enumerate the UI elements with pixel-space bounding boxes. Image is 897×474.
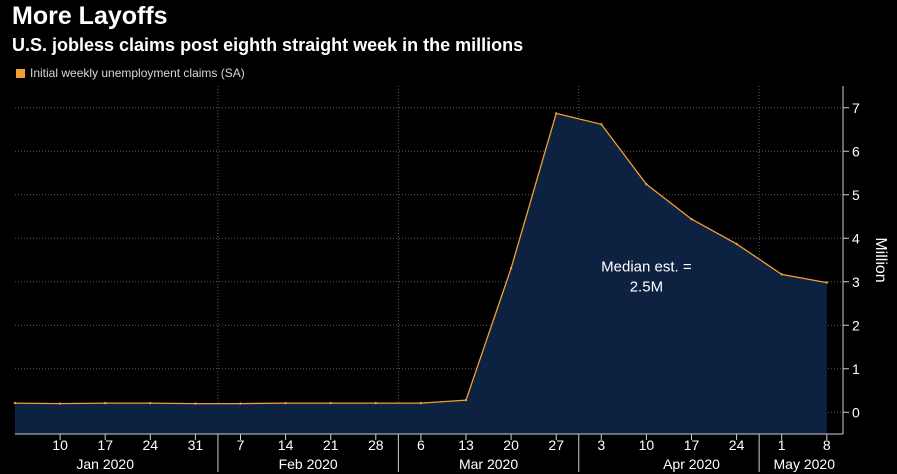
x-tick-label: 28: [368, 437, 384, 453]
data-point: [284, 401, 287, 405]
data-point: [13, 401, 17, 405]
data-point: [149, 401, 152, 405]
x-tick-label: 21: [323, 437, 339, 453]
data-point: [509, 267, 513, 270]
data-point: [645, 183, 648, 186]
legend: Initial weekly unemployment claims (SA): [16, 66, 245, 80]
data-point: [735, 242, 738, 246]
x-tick-label: 3: [597, 437, 605, 453]
x-tick-label: 31: [188, 437, 204, 453]
y-tick-label: 3: [852, 274, 860, 290]
x-tick-label: 24: [143, 437, 159, 453]
data-point: [374, 401, 377, 405]
x-tick-label: 13: [458, 437, 474, 453]
x-tick-label: 17: [684, 437, 700, 453]
month-label: Apr 2020: [663, 456, 720, 472]
month-label: Mar 2020: [459, 456, 518, 472]
x-tick-label: 20: [503, 437, 519, 453]
y-tick-label: 7: [852, 100, 860, 116]
y-tick-label: 1: [852, 361, 860, 377]
data-point: [780, 273, 783, 276]
legend-label: Initial weekly unemployment claims (SA): [30, 66, 245, 80]
x-tick-label: 7: [237, 437, 245, 453]
x-tick-label: 14: [278, 437, 294, 453]
data-point: [104, 401, 107, 405]
data-point: [194, 402, 197, 405]
legend-swatch: [16, 68, 25, 78]
x-tick-label: 8: [823, 437, 831, 453]
data-point: [58, 402, 62, 405]
data-point: [239, 402, 242, 405]
annotation-line-1: Median est. =: [601, 259, 692, 276]
month-label: May 2020: [774, 456, 836, 472]
x-tick-label: 17: [97, 437, 113, 453]
y-tick-label: 4: [852, 230, 860, 246]
y-tick-label: 5: [852, 187, 860, 203]
chart-title: More Layoffs: [12, 2, 168, 30]
x-tick-label: 27: [548, 437, 564, 453]
x-tick-label: 1: [778, 437, 786, 453]
month-label: Jan 2020: [76, 456, 134, 472]
month-label: Feb 2020: [279, 456, 338, 472]
data-point: [329, 401, 332, 405]
x-tick-label: 6: [417, 437, 425, 453]
data-point: [825, 281, 828, 284]
data-point: [690, 217, 693, 221]
y-tick-label: 6: [852, 143, 860, 159]
x-tick-label: 10: [639, 437, 655, 453]
data-point: [555, 112, 558, 115]
y-axis-title: Million: [872, 237, 889, 282]
series-area: [15, 113, 827, 435]
annotation-line-2: 2.5M: [630, 279, 663, 296]
data-point: [600, 123, 603, 126]
x-tick-label: 24: [729, 437, 745, 453]
x-tick-label: 10: [52, 437, 68, 453]
y-tick-label: 0: [852, 404, 860, 420]
data-point: [464, 398, 468, 402]
chart-subtitle: U.S. jobless claims post eighth straight…: [12, 35, 524, 55]
data-point: [419, 401, 423, 405]
y-tick-label: 2: [852, 317, 860, 333]
